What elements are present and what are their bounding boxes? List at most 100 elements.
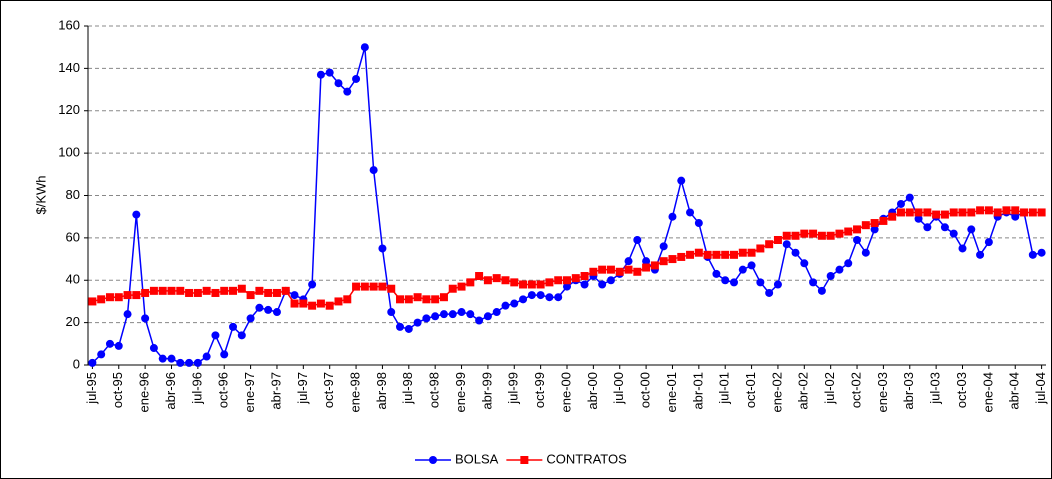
marker [721, 276, 730, 285]
x-tick-label: ene-96 [137, 372, 152, 412]
marker [343, 87, 352, 96]
marker [712, 269, 721, 278]
marker [334, 297, 343, 306]
marker [809, 229, 818, 238]
marker [413, 318, 422, 327]
marker [686, 250, 695, 259]
x-tick-label: abr-03 [901, 372, 916, 410]
x-tick-label: oct-99 [532, 372, 547, 408]
marker [756, 244, 765, 253]
marker [606, 265, 615, 274]
marker [229, 286, 238, 295]
marker [519, 295, 528, 304]
marker [404, 295, 413, 304]
marker [492, 274, 501, 283]
x-tick-label: ene-97 [242, 372, 257, 412]
x-tick-label: oct-96 [216, 372, 231, 408]
marker [308, 280, 317, 289]
marker [817, 286, 826, 295]
marker [97, 295, 106, 304]
marker [896, 199, 905, 208]
marker [536, 291, 545, 300]
marker [246, 314, 255, 323]
x-tick-label: jul-03 [928, 372, 943, 405]
marker [940, 223, 949, 232]
marker [765, 288, 774, 297]
marker [721, 250, 730, 259]
marker [659, 257, 668, 266]
x-tick-label: abr-97 [268, 372, 283, 410]
marker [800, 259, 809, 268]
x-tick-label: oct-00 [638, 372, 653, 408]
marker [747, 261, 756, 270]
marker [360, 282, 369, 291]
marker [176, 286, 185, 295]
marker [677, 252, 686, 261]
marker [782, 231, 791, 240]
marker [1028, 208, 1037, 217]
marker [1002, 206, 1011, 215]
marker [123, 310, 132, 319]
marker [545, 293, 554, 302]
marker [1037, 208, 1046, 217]
marker [870, 219, 879, 228]
marker [378, 282, 387, 291]
marker [141, 288, 150, 297]
marker [967, 225, 976, 234]
marker [105, 293, 114, 302]
marker [510, 299, 519, 308]
marker [888, 212, 897, 221]
y-tick-label: 40 [66, 272, 80, 287]
x-tick-label: abr-00 [585, 372, 600, 410]
marker [334, 79, 343, 88]
marker [193, 358, 202, 367]
marker [923, 223, 932, 232]
x-tick-label: ene-99 [453, 372, 468, 412]
x-tick-label: abr-98 [374, 372, 389, 410]
marker [844, 259, 853, 268]
marker [949, 208, 958, 217]
marker [378, 244, 387, 253]
marker [369, 166, 378, 175]
marker [694, 248, 703, 257]
marker [114, 341, 123, 350]
marker [422, 314, 431, 323]
marker [439, 310, 448, 319]
marker [967, 208, 976, 217]
marker [624, 257, 633, 266]
marker [308, 301, 317, 310]
marker [88, 358, 97, 367]
marker [501, 276, 510, 285]
marker [984, 238, 993, 247]
marker [791, 231, 800, 240]
y-tick-label: 0 [73, 356, 80, 371]
marker [448, 284, 457, 293]
x-tick-label: oct-02 [848, 372, 863, 408]
marker [114, 293, 123, 302]
marker [299, 299, 308, 308]
x-tick-label: jul-02 [822, 372, 837, 405]
marker [431, 312, 440, 321]
marker [325, 301, 334, 310]
marker [316, 70, 325, 79]
marker [431, 295, 440, 304]
marker [290, 291, 299, 300]
marker [1011, 212, 1020, 221]
marker [220, 350, 229, 359]
legend-label: BOLSA [455, 451, 499, 466]
marker [158, 354, 167, 363]
x-tick-label: ene-98 [348, 372, 363, 412]
marker [237, 284, 246, 293]
x-tick-label: abr-01 [690, 372, 705, 410]
marker [624, 265, 633, 274]
marker [492, 308, 501, 317]
y-tick-label: 60 [66, 229, 80, 244]
x-tick-label: ene-01 [664, 372, 679, 412]
x-tick-label: ene-04 [980, 372, 995, 412]
marker [686, 208, 695, 217]
marker [202, 352, 211, 361]
marker [387, 308, 396, 317]
legend-marker [429, 456, 437, 464]
